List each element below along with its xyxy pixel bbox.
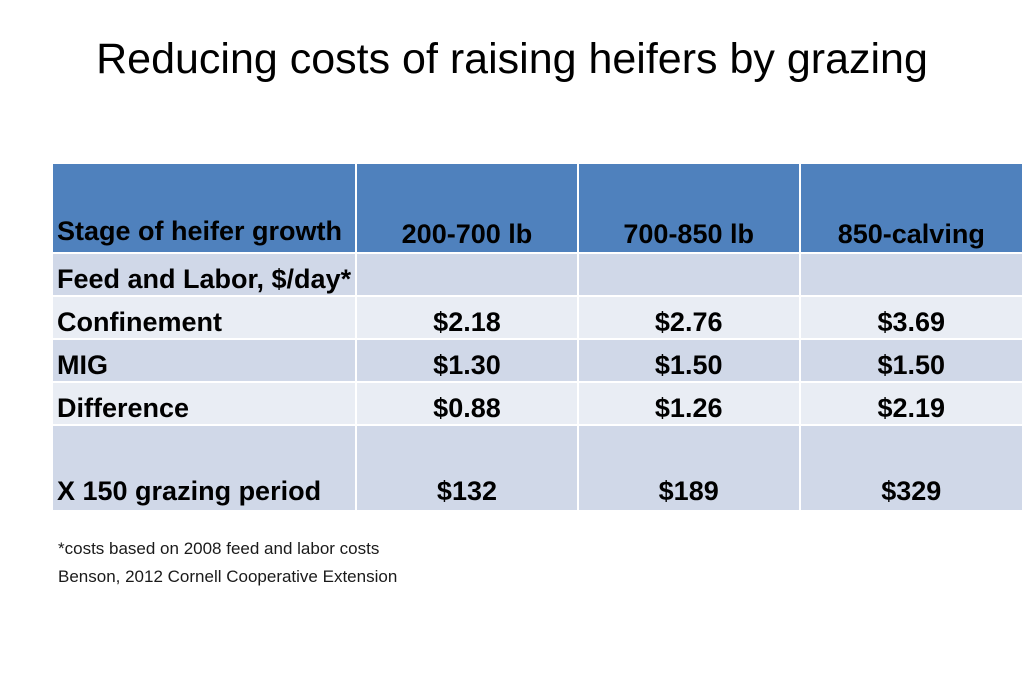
table-cell — [578, 254, 799, 295]
header-cell: Stage of heifer growth — [53, 164, 356, 252]
table-cell: $1.26 — [578, 383, 799, 424]
cost-table: Stage of heifer growth 200-700 lb 700-85… — [51, 162, 1024, 512]
header-cell: 700-850 lb — [578, 164, 799, 252]
table-cell: $189 — [578, 426, 799, 510]
header-cell: 850-calving — [800, 164, 1022, 252]
header-cell: 200-700 lb — [357, 164, 577, 252]
table-row: Difference $0.88 $1.26 $2.19 — [53, 383, 1022, 424]
table-cell: $1.30 — [357, 340, 577, 381]
table-cell: $0.88 — [357, 383, 577, 424]
table-header-row: Stage of heifer growth 200-700 lb 700-85… — [53, 164, 1022, 252]
row-label: MIG — [53, 340, 356, 381]
table-row: MIG $1.30 $1.50 $1.50 — [53, 340, 1022, 381]
table-row: Feed and Labor, $/day* — [53, 254, 1022, 295]
table-cell: $2.19 — [800, 383, 1022, 424]
table-row: Confinement $2.18 $2.76 $3.69 — [53, 297, 1022, 338]
row-label: Difference — [53, 383, 356, 424]
footnote: *costs based on 2008 feed and labor cost… — [58, 539, 380, 558]
table-cell: $3.69 — [800, 297, 1022, 338]
row-label: X 150 grazing period — [53, 426, 356, 510]
table-cell: $1.50 — [578, 340, 799, 381]
table-cell: $132 — [357, 426, 577, 510]
table-row: X 150 grazing period $132 $189 $329 — [53, 426, 1022, 510]
table-cell — [800, 254, 1022, 295]
row-label: Feed and Labor, $/day* — [53, 254, 356, 295]
table-cell: $329 — [800, 426, 1022, 510]
table-cell: $1.50 — [800, 340, 1022, 381]
table-cell: $2.18 — [357, 297, 577, 338]
table-cell — [357, 254, 577, 295]
slide-title: Reducing costs of raising heifers by gra… — [96, 35, 928, 83]
source-citation: Benson, 2012 Cornell Cooperative Extensi… — [58, 567, 398, 586]
table-cell: $2.76 — [578, 297, 799, 338]
row-label: Confinement — [53, 297, 356, 338]
